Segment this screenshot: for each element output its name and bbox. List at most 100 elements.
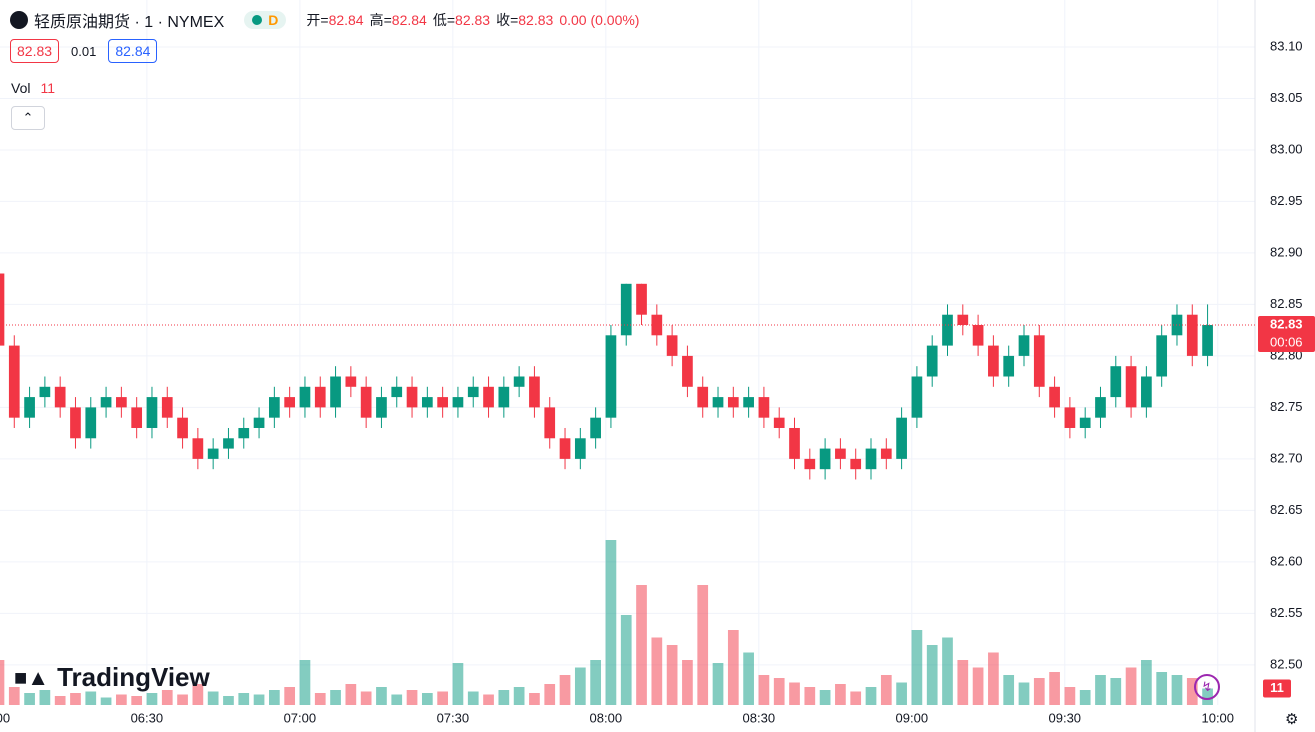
candle-body [1110, 366, 1122, 398]
candle-body [590, 417, 601, 439]
candle-body [39, 386, 51, 398]
candle-body [865, 448, 877, 470]
volume-bar [651, 637, 663, 705]
settings-button[interactable]: ⚙ [1285, 711, 1299, 728]
last-volume-label: 11 [1270, 680, 1284, 695]
candle-body [1156, 335, 1168, 377]
y-tick-label: 82.70 [1270, 450, 1303, 465]
volume-bar [70, 693, 81, 705]
volume-bar [177, 694, 188, 705]
candle-body [360, 386, 372, 418]
ohlc-open-label: 开= [306, 12, 329, 28]
x-tick-label: 10:00 [1201, 710, 1234, 725]
candle-body [743, 397, 754, 408]
candle-body [529, 376, 540, 408]
candle-body [880, 448, 892, 459]
volume-bar [835, 684, 846, 705]
candle-body [697, 386, 709, 408]
volume-bar [1033, 678, 1045, 705]
y-tick-label: 83.00 [1270, 141, 1303, 156]
candle-body [804, 458, 816, 470]
watermark: ■▲ TradingView [14, 662, 210, 693]
candle-body [8, 345, 20, 418]
candle-body [1141, 376, 1152, 408]
volume-bar [1049, 672, 1060, 705]
countdown: 00:06 [1270, 334, 1303, 349]
candle-body [207, 448, 219, 459]
volume-bar [712, 663, 724, 705]
candle-body [406, 386, 418, 408]
ohlc-close-label: 收= [496, 12, 519, 28]
volume-bar [636, 585, 647, 705]
candle-body [345, 376, 357, 387]
candle-body [85, 407, 97, 439]
watermark-logo: ■▲ [14, 664, 50, 690]
candle-body [712, 397, 724, 408]
grid [0, 0, 1255, 705]
volume-bar [1018, 682, 1030, 705]
volume-bar [376, 687, 387, 705]
volume-bar [529, 693, 540, 705]
volume-bar [972, 667, 984, 705]
volume-bar [498, 690, 510, 705]
volume-bar [743, 652, 754, 705]
candle-body [269, 397, 280, 418]
candle-body [1095, 397, 1106, 418]
volume-bar [345, 684, 357, 705]
candle-body [238, 427, 250, 439]
status: D [244, 11, 287, 29]
candle-body [1003, 355, 1015, 377]
volume-bar [85, 691, 97, 705]
volume-bar [467, 691, 479, 705]
lightning-button[interactable]: ↯ [1194, 674, 1220, 700]
volume-bar [789, 682, 800, 705]
ohlc-low-label: 低= [432, 12, 456, 28]
volume-bar [727, 630, 739, 705]
candle-body [850, 458, 862, 470]
volume-bar [758, 675, 770, 705]
candle-body [192, 438, 204, 459]
volume-bar [850, 691, 862, 705]
volume-bar [299, 660, 311, 705]
buy-button[interactable]: 82.84 [108, 39, 158, 63]
volume-bar [0, 660, 5, 705]
collapse-button[interactable]: ⌃ [11, 106, 45, 130]
candle-body [330, 376, 341, 408]
volume-bar [253, 694, 265, 705]
candle-body [54, 386, 66, 408]
x-tick-label: 08:30 [743, 710, 776, 725]
x-tick-label: 09:30 [1049, 710, 1082, 725]
candle-body [620, 283, 632, 336]
symbol[interactable]: 轻质原油期货 · 1 · NYMEX [34, 14, 225, 31]
candle-body [498, 386, 510, 408]
volume-bar [330, 690, 341, 705]
candle-body [758, 397, 770, 418]
ohlc-close: 82.83 [518, 12, 554, 28]
volume-bar [926, 645, 938, 705]
volume-bar [238, 693, 250, 705]
volume-bar [682, 660, 693, 705]
candle-body [467, 386, 479, 398]
candle-body [942, 314, 953, 346]
volume-bar [1079, 690, 1091, 705]
volume-bar [116, 694, 127, 705]
volume-bar [192, 684, 204, 705]
candle-body [177, 417, 188, 439]
candle-body [223, 438, 234, 449]
volume-bar [391, 694, 403, 705]
candle-body [1125, 366, 1137, 408]
candle-body [376, 397, 387, 418]
y-tick-label: 82.90 [1270, 244, 1303, 259]
candle-body [666, 335, 678, 356]
interval-badge: D [268, 12, 279, 28]
volume-bar [620, 615, 632, 705]
candle-body [682, 355, 693, 387]
sell-button[interactable]: 82.83 [10, 39, 60, 63]
volume-bar [942, 637, 953, 705]
legend-row: 轻质原油期货 · 1 · NYMEX D 开= 82.84 高= 82.84 低= 8… [10, 8, 639, 32]
candle-body [1079, 417, 1091, 428]
change: 0.00 (0.00%) [559, 12, 640, 28]
symbol-icon [10, 11, 28, 29]
